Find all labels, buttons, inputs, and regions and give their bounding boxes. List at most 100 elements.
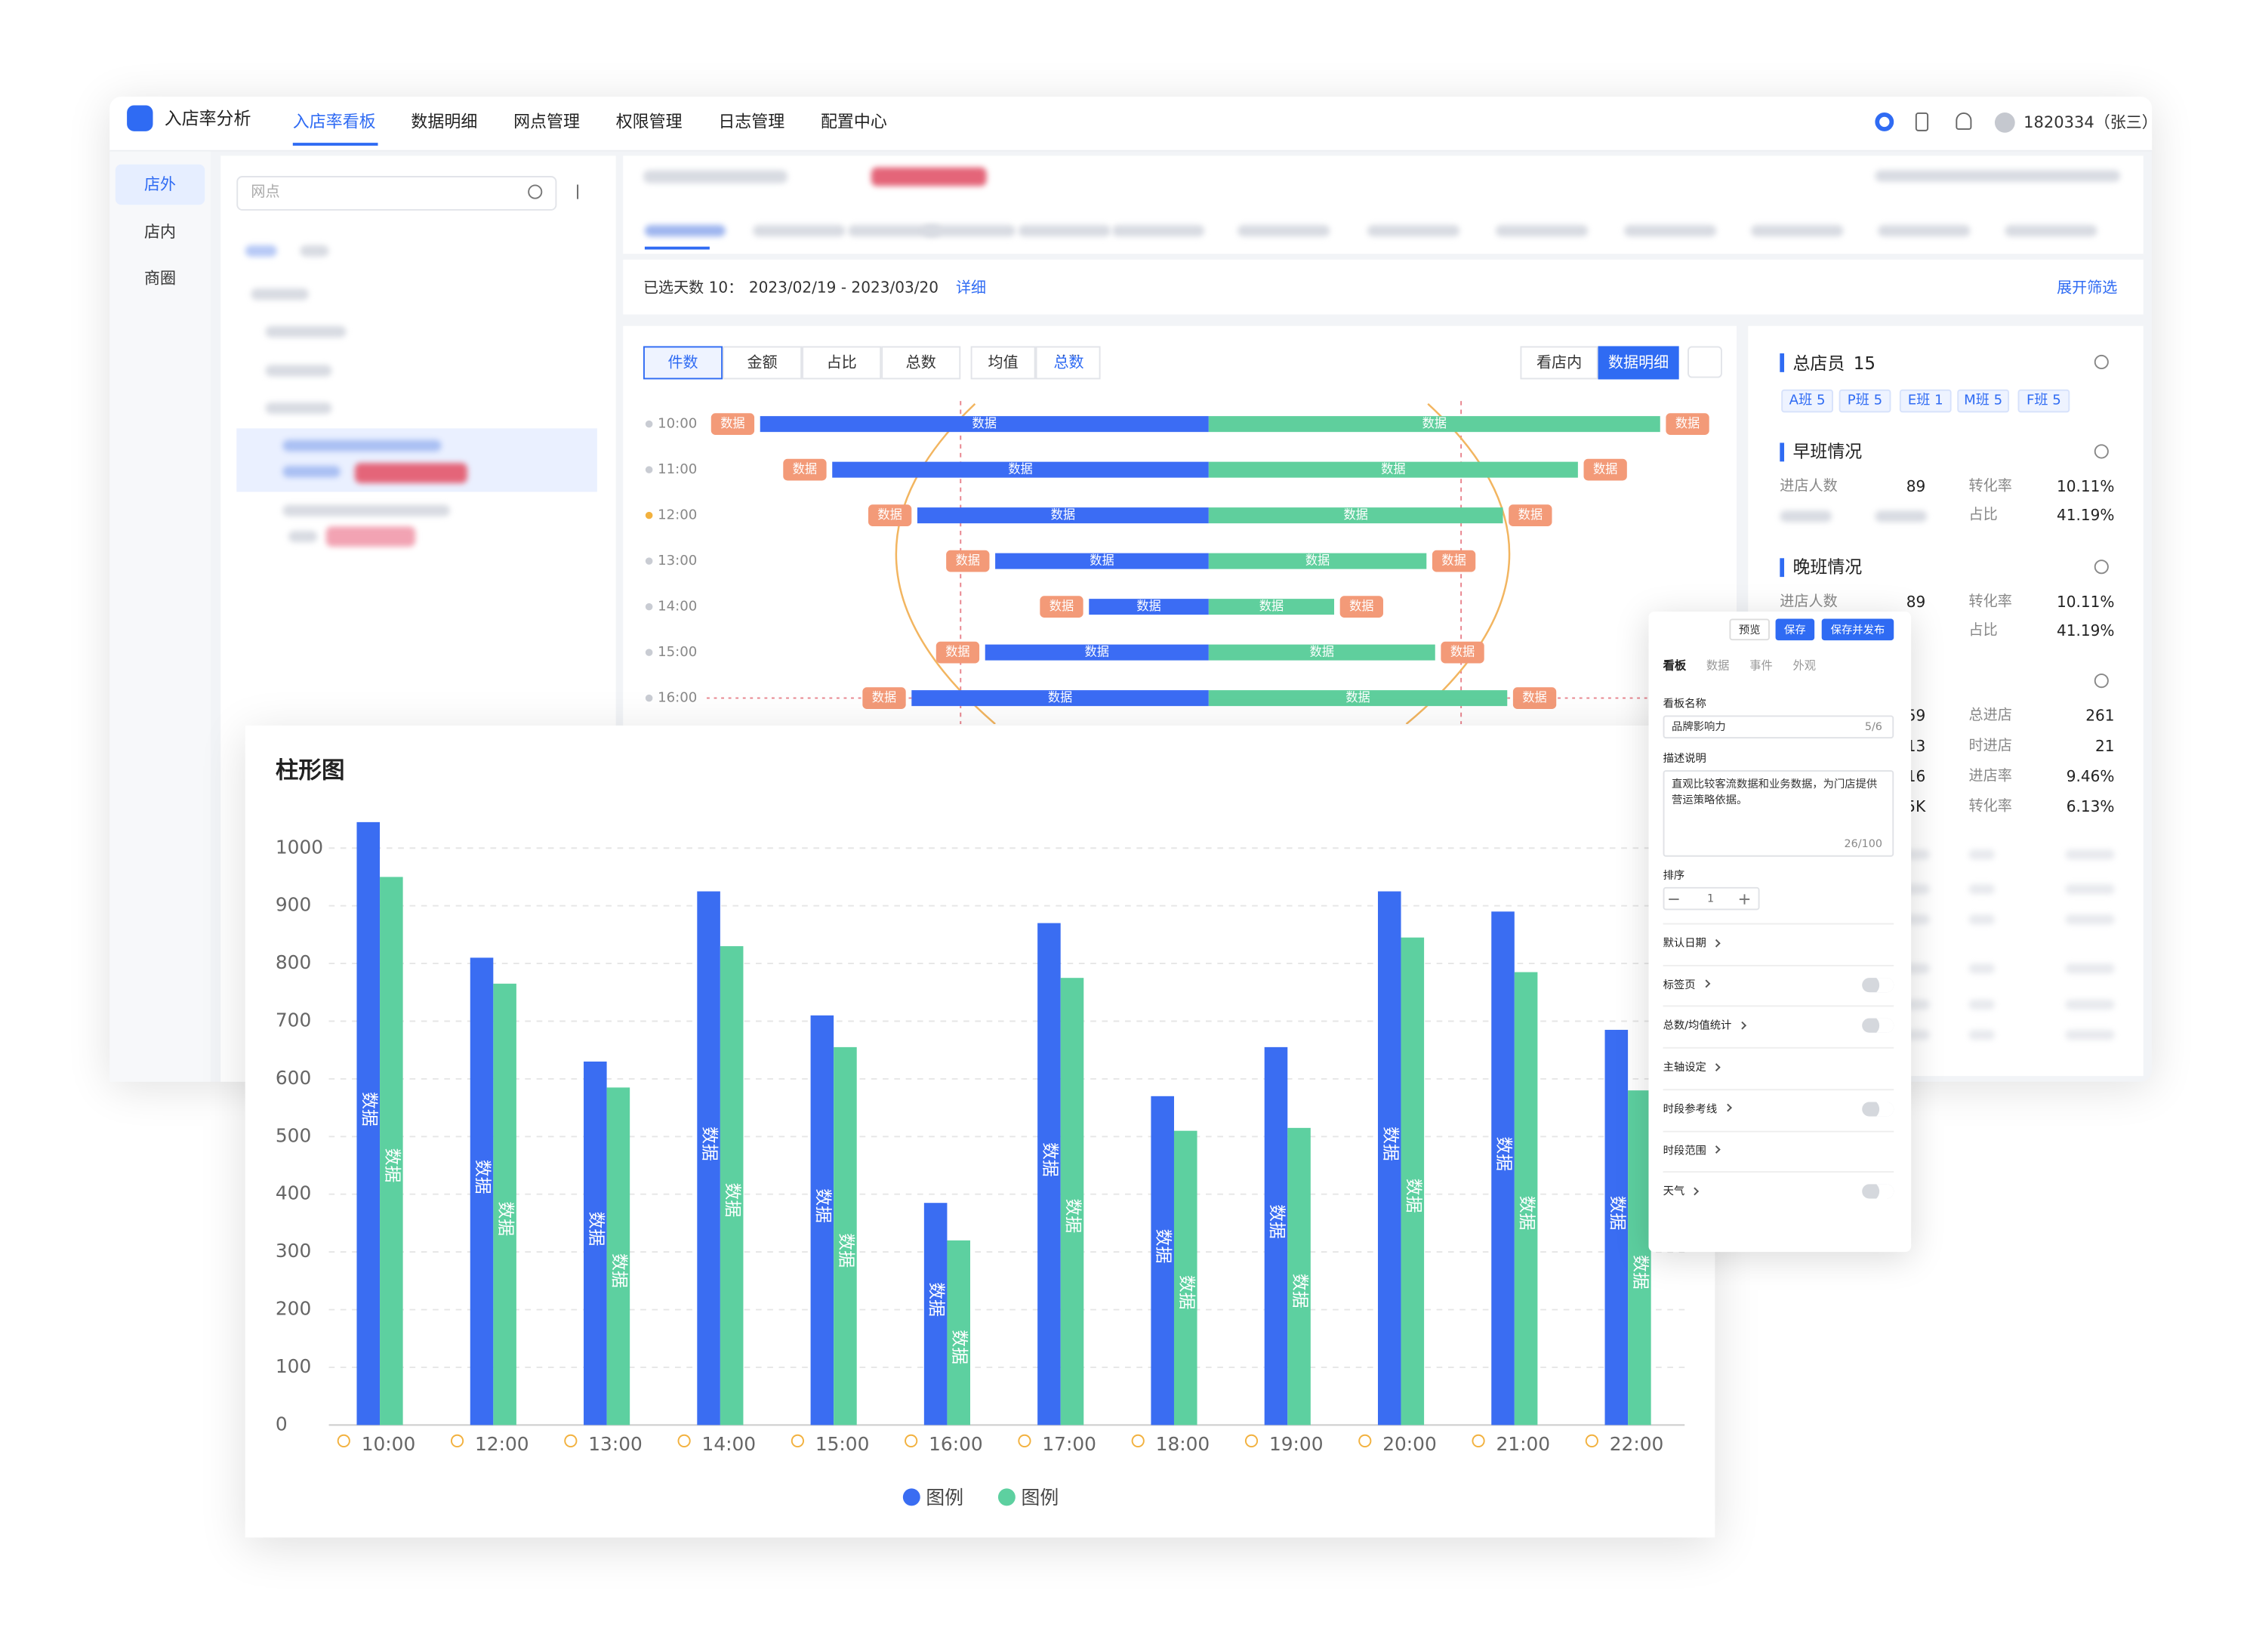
report-tab[interactable] <box>1751 225 1844 237</box>
expand-filter[interactable]: 展开筛选 <box>2057 279 2118 297</box>
settings-action[interactable] <box>1729 618 1770 641</box>
settings-action[interactable] <box>1821 618 1894 641</box>
toggle-switch[interactable] <box>1862 977 1894 992</box>
side-nav-item[interactable]: 店内 <box>144 223 177 242</box>
report-tab[interactable] <box>753 225 846 237</box>
desc-input[interactable] <box>1663 770 1894 857</box>
metric-button-label[interactable]: 金额 <box>747 353 778 371</box>
settings-action-label[interactable]: 保存 <box>1784 622 1806 636</box>
report-tab[interactable] <box>1111 225 1205 237</box>
settings-item[interactable]: 标签页 <box>1663 978 1696 991</box>
stat-button[interactable] <box>970 346 1036 380</box>
metric-button-label[interactable]: 占比 <box>826 353 857 371</box>
blurred-stat <box>1968 963 1995 974</box>
avatar[interactable] <box>1994 112 2015 133</box>
report-tab[interactable] <box>2005 225 2097 237</box>
toggle-switch[interactable] <box>1862 1102 1894 1117</box>
bar <box>1173 1130 1197 1425</box>
value-tag <box>1509 504 1552 526</box>
blurred-stat <box>1968 914 1995 925</box>
y-tick-label: 700 <box>276 1009 311 1031</box>
settings-tab[interactable]: 外观 <box>1792 659 1817 673</box>
settings-tab[interactable]: 事件 <box>1749 659 1773 673</box>
collapse-icon[interactable] <box>577 184 591 199</box>
report-tab[interactable] <box>848 225 941 237</box>
nav-tab[interactable]: 权限管理 <box>615 111 683 132</box>
report-tab[interactable] <box>923 225 1016 237</box>
view-button-label[interactable]: 数据明细 <box>1607 353 1669 371</box>
settings-item[interactable]: 主轴设定 <box>1663 1060 1706 1074</box>
value-tag-label: 数据 <box>872 690 896 704</box>
metric-button-label[interactable]: 总数 <box>905 353 936 371</box>
search-box[interactable] <box>236 176 557 211</box>
blurred-stat <box>1968 999 1995 1010</box>
device-icon[interactable] <box>1915 112 1929 131</box>
value-tag <box>1583 458 1627 481</box>
report-tab[interactable] <box>1623 225 1717 237</box>
detail-link[interactable]: 详细 <box>955 279 987 297</box>
sort-stepper[interactable] <box>1663 886 1760 911</box>
toggle-switch[interactable] <box>1862 1019 1894 1034</box>
view-button[interactable] <box>1520 346 1598 380</box>
stat-button-label[interactable]: 均值 <box>988 353 1019 371</box>
metric-button[interactable] <box>881 346 961 380</box>
nav-tab[interactable]: 网点管理 <box>513 111 580 132</box>
report-tab[interactable] <box>1878 225 1971 237</box>
blurred-stat <box>2065 914 2115 925</box>
weather-icon <box>791 1434 804 1447</box>
report-tab[interactable] <box>644 225 726 237</box>
name-input[interactable] <box>1663 715 1894 739</box>
nav-tab[interactable]: 配置中心 <box>820 111 887 132</box>
settings-item[interactable]: 总数/均值统计 <box>1663 1019 1732 1033</box>
stat-button-label[interactable]: 总数 <box>1053 353 1084 371</box>
nav-tab[interactable]: 数据明细 <box>411 111 478 132</box>
side-nav-item[interactable]: 店外 <box>144 175 177 194</box>
y-tick-label: 900 <box>276 894 311 916</box>
bar <box>380 877 403 1425</box>
nav-tab[interactable]: 入店率看板 <box>292 111 376 132</box>
settings-action-label[interactable]: 预览 <box>1738 622 1761 636</box>
view-button[interactable] <box>1598 346 1679 380</box>
metric-button[interactable] <box>723 346 803 380</box>
value-tag-label: 数据 <box>956 553 980 568</box>
expand-button[interactable] <box>1688 346 1722 378</box>
blurred-stat <box>2065 884 2115 895</box>
metric-button[interactable] <box>802 346 882 380</box>
status-icon[interactable] <box>1875 112 1894 131</box>
bar-label: 数据 <box>1517 1196 1536 1231</box>
search-icon[interactable] <box>528 184 543 199</box>
report-tab[interactable] <box>1367 225 1460 237</box>
bar <box>1491 911 1515 1425</box>
value-tag <box>935 641 980 664</box>
report-tab[interactable] <box>1018 225 1111 237</box>
weather-icon <box>1585 1434 1598 1447</box>
settings-item[interactable]: 时段范围 <box>1663 1143 1706 1157</box>
metric-button[interactable] <box>643 346 723 380</box>
bell-icon[interactable] <box>1956 112 1972 130</box>
settings-item[interactable]: 天气 <box>1663 1185 1685 1198</box>
report-tab[interactable] <box>1238 225 1330 237</box>
side-nav-item[interactable]: 商圈 <box>144 269 177 288</box>
stepper-plus[interactable] <box>1743 893 1746 904</box>
stat-label: 时进店 <box>1968 738 2012 755</box>
weather-icon <box>1244 1434 1259 1447</box>
nav-tab[interactable]: 日志管理 <box>718 111 785 132</box>
settings-action-label[interactable]: 保存并发布 <box>1830 622 1885 636</box>
settings-divider <box>1663 1047 1894 1049</box>
settings-tab[interactable]: 看板 <box>1663 659 1687 673</box>
settings-tab[interactable]: 数据 <box>1706 659 1730 673</box>
stepper-minus[interactable] <box>1669 898 1679 900</box>
logo <box>127 105 153 131</box>
x-tick-label: 15:00 <box>815 1433 870 1455</box>
stat-label: 占比 <box>1968 623 1998 640</box>
settings-action[interactable] <box>1775 618 1815 641</box>
settings-item[interactable]: 时段参考线 <box>1663 1102 1718 1115</box>
metric-button-label[interactable]: 件数 <box>667 353 698 371</box>
toggle-switch[interactable] <box>1862 1184 1894 1199</box>
bar <box>1060 978 1084 1425</box>
settings-item[interactable]: 默认日期 <box>1663 936 1706 950</box>
info-icon <box>2094 673 2109 689</box>
report-tab[interactable] <box>1495 225 1589 237</box>
view-button-label[interactable]: 看店内 <box>1536 353 1583 371</box>
